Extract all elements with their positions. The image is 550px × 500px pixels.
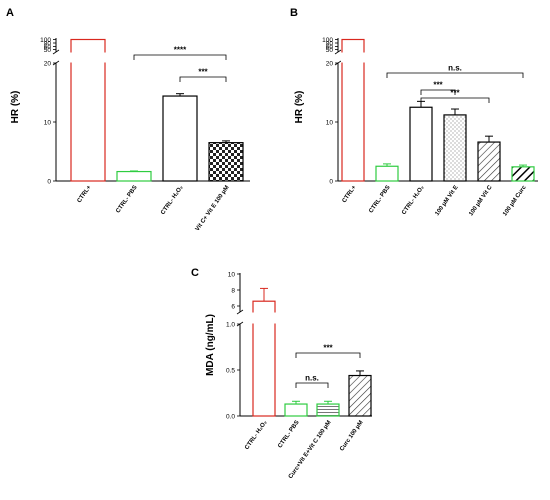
y-tick-label: 0 [329,178,333,185]
x-tick-label: CTRL- H₂O₂ [244,419,269,451]
y-tick-label: 10 [326,119,334,126]
y-tick-label: 0 [47,178,51,185]
significance-label: *** [198,68,208,77]
panel-label-c: C [191,267,199,279]
significance-label: *** [433,81,443,90]
x-tick-label: CTRL- H₂O₂ [401,184,426,216]
x-tick-label: CTRL- PBS [115,185,138,215]
y-tick-label: 60 [326,44,334,51]
x-tick-label: Curc 100 μM [339,420,364,453]
significance-bracket [133,54,227,60]
y-axis-label-a: HR (%) [10,91,21,124]
significance-bracket [179,76,227,82]
significance-label: *** [323,344,333,353]
y-axis-label-c: MDA (ng/mL) [205,314,216,376]
significance-label: **** [174,46,187,55]
panel-label-a: A [6,7,14,19]
significance-bracket [295,352,361,358]
x-tick-label: 100 μM Curc [502,184,528,217]
bar [284,403,308,417]
bar [348,374,372,417]
x-tick-label: 100 μM Vit C [468,184,494,217]
y-tick-label: 50 [44,47,52,54]
y-tick-label: 1.0 [226,321,235,328]
significance-bracket [295,382,329,388]
significance-bracket [386,72,524,78]
panel-label-b: B [290,7,298,19]
x-tick-label: Vit C+ Vit E 100 μM [195,185,231,233]
y-tick-label: 0.0 [226,413,235,420]
significance-bracket [420,97,490,103]
bar [341,38,365,182]
x-tick-label: CTRL+ [342,184,358,204]
x-tick-label: CTRL- H₂O₂ [160,184,185,216]
y-tick-label: 60 [44,44,52,51]
bar [116,170,152,182]
bar [409,106,433,182]
axis-break-mark [52,49,60,55]
x-tick-label: CTRL- PBS [368,185,391,215]
y-tick-label: 100 [40,37,51,44]
significance-bracket [420,89,456,95]
bar [70,38,106,182]
bar [208,142,244,182]
y-tick-label: 10 [228,271,236,278]
panel-c: C MDA (ng/mL) 0.0 0.5 1.0 6 8 10 CTRL- H₂O₂ CTR… [191,267,372,480]
y-tick-label: 10 [44,119,52,126]
bar [477,141,501,182]
y-tick-label: 8 [231,287,235,294]
y-tick-label: 20 [326,60,334,67]
bar-break-gap [70,52,106,63]
bar-break-gap [252,312,276,324]
y-tick-label: 0.5 [226,367,235,374]
axis-break-mark [236,309,244,315]
y-tick-label: 80 [326,40,334,47]
bar [443,114,467,182]
bar [316,403,340,417]
significance-label: n.s. [305,374,319,383]
bar [375,165,399,182]
y-tick-label: 6 [231,303,235,310]
y-tick-label: 80 [44,40,52,47]
y-tick-label: 20 [44,60,52,67]
bar [511,166,535,182]
x-tick-label: CTRL+ [77,184,93,204]
significance-label: n.s. [448,64,462,73]
x-tick-label: CTRL- PBS [277,420,300,450]
y-tick-label: 50 [326,47,334,54]
significance-label: *** [450,89,460,98]
axis-break-mark [334,49,342,55]
bar [162,95,198,182]
y-tick-label: 100 [322,37,333,44]
x-tick-label: 100 μM Vit E [435,185,460,217]
y-axis-label-b: HR (%) [294,91,305,124]
bar-break-gap [341,52,365,63]
